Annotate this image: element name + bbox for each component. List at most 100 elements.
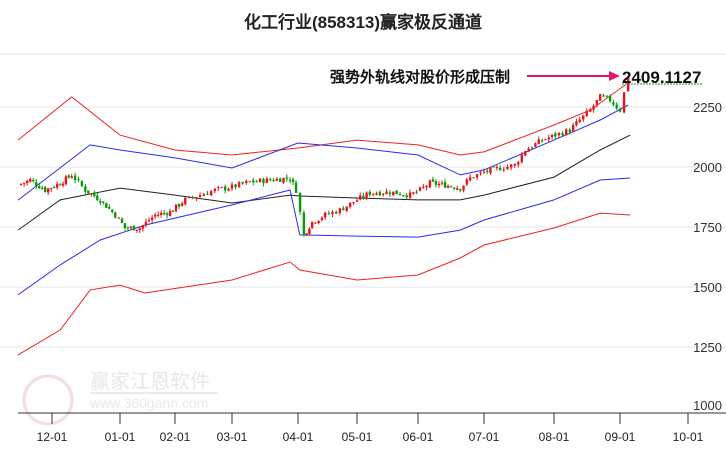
candle-body (41, 188, 44, 190)
candle-body (154, 214, 157, 217)
candle-body (198, 195, 202, 198)
candle-body (554, 133, 557, 137)
candle-body (120, 218, 124, 223)
candle-body (174, 204, 178, 212)
candle-body (35, 182, 38, 186)
candle-body (191, 197, 194, 199)
candle-body (375, 193, 378, 195)
candle-body (272, 180, 275, 182)
candle-body (431, 179, 435, 182)
candle-body (111, 209, 114, 213)
candle-body (520, 154, 523, 163)
candle-body (472, 177, 475, 179)
candle-body (561, 133, 564, 136)
x-tick-label: 07-01 (469, 430, 500, 444)
candle-body (506, 166, 509, 170)
candle-body (108, 207, 111, 209)
x-tick-label: 08-01 (539, 430, 570, 444)
candle-body (530, 147, 534, 149)
y-tick-label: 1500 (693, 280, 722, 295)
watermark-name: 赢家江恩软件 (90, 370, 210, 393)
candle-body (440, 182, 444, 184)
candle-body (269, 179, 272, 181)
candle-body (338, 208, 342, 214)
candle-body (61, 183, 65, 186)
candle-body (64, 176, 68, 185)
candle-body (302, 212, 306, 235)
candle-body (288, 179, 292, 181)
candle-body (592, 105, 595, 110)
candle-body (459, 189, 462, 191)
candle-body (449, 186, 453, 188)
candle-body (513, 164, 516, 166)
y-tick-label: 2000 (693, 160, 722, 175)
candle-body (323, 212, 327, 218)
candle-body (320, 217, 324, 220)
candle-body (150, 217, 154, 220)
candle-body (437, 183, 441, 186)
candles (19, 75, 630, 237)
candle-body (540, 140, 544, 142)
candle-body (405, 195, 408, 198)
candle-body (44, 187, 47, 192)
candle-body (132, 225, 136, 231)
candle-body (275, 178, 279, 181)
candle-body (217, 187, 220, 189)
candle-body (486, 170, 489, 172)
candle-body (422, 186, 425, 188)
candle-body (90, 193, 93, 195)
candle-body (418, 187, 422, 191)
line-middle (17, 134, 631, 231)
candle-body (575, 121, 578, 126)
watermark-url: www.360gann.com (89, 395, 208, 411)
candle-body (622, 92, 626, 113)
candle-body (317, 220, 320, 224)
candle-body (135, 229, 139, 231)
candle-body (565, 129, 568, 136)
candle-body (141, 225, 145, 229)
candle-body (578, 119, 581, 123)
candle-body (156, 214, 160, 216)
candle-body (49, 188, 53, 190)
candle-body (241, 182, 244, 184)
candle-body (517, 162, 520, 165)
candle-body (408, 192, 412, 198)
candle-body (168, 210, 172, 216)
candle-body (428, 180, 432, 188)
candle-body (87, 190, 90, 194)
candle-body (443, 181, 447, 188)
axes: 1000 1250 1500 1750 2000 2250 12-01 01-01 02-01 0… (18, 100, 726, 444)
candle-body (117, 217, 121, 219)
candle-body (462, 185, 465, 191)
candle-body (456, 188, 459, 190)
candle-body (348, 202, 352, 207)
candle-body (162, 213, 166, 215)
candle-body (52, 187, 56, 189)
candle-body (255, 181, 258, 183)
candle-body (248, 181, 252, 183)
candle-body (327, 213, 331, 215)
candle-body (230, 184, 234, 189)
candle-body (67, 175, 71, 178)
candle-body (608, 96, 612, 102)
watermark-seal-icon (22, 374, 74, 426)
line-inner-lower (17, 177, 631, 296)
candle-body (534, 143, 537, 147)
x-tick-label: 05-01 (342, 430, 373, 444)
candle-body (38, 185, 41, 189)
candle-body (294, 182, 298, 193)
candle-body (465, 179, 469, 185)
candle-body (184, 197, 187, 205)
candle-body (265, 178, 269, 183)
candle-body (96, 195, 99, 201)
candle-body (602, 95, 605, 97)
y-tick-label: 1000 (693, 398, 722, 413)
candle-body (605, 95, 608, 97)
candle-body (412, 192, 415, 194)
candle-body (305, 233, 308, 235)
candle-body (237, 182, 241, 187)
candle-body (342, 208, 345, 211)
candle-body (102, 201, 105, 203)
candle-body (571, 125, 575, 132)
